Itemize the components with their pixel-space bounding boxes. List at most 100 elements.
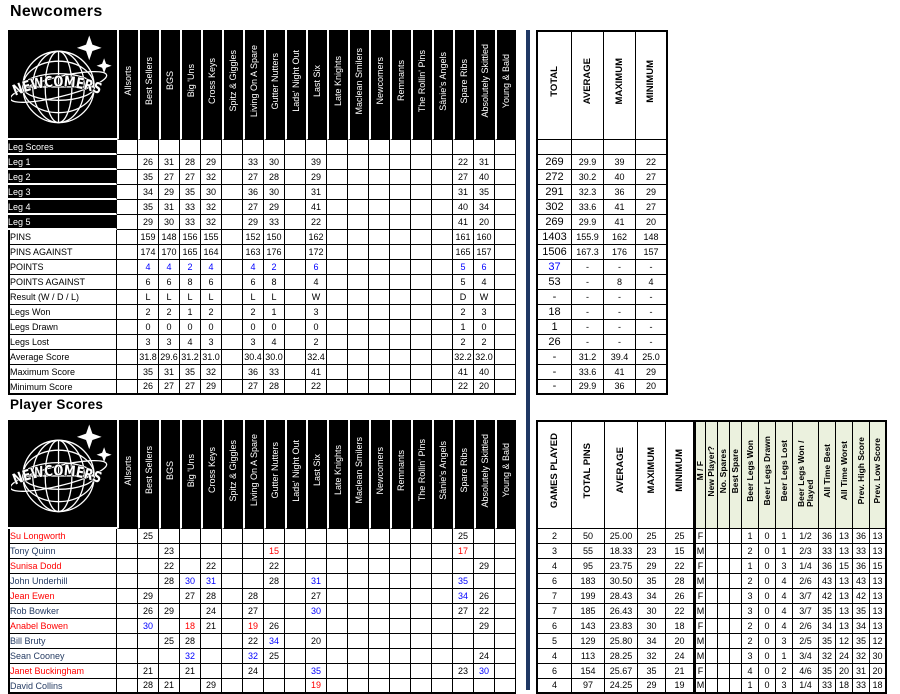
score-cell [222,589,243,604]
player-summary-cell: 25.67 [605,664,638,679]
player-scores-table: NEWCOMERS Allsorts Best Sellers BGS Big 'Uns… [8,420,887,694]
score-cell [264,589,285,604]
player-stat-cell: 33 [853,544,870,559]
score-cell: 29 [159,604,180,619]
leg-cell [495,200,516,215]
score-cell [474,679,495,694]
leg-cell: 148 [159,230,180,245]
player-stat-cell: 12 [836,634,853,649]
score-cell [369,679,390,694]
player-row: Tony Quinn 23 15 17 3 55 18.33 23 15 M 2 0 1 2/3 33 13 3… [8,544,887,559]
leg-cell [117,335,138,350]
leg-cell: 32 [201,365,222,380]
score-cell: 29 [474,619,495,634]
leg-cell [495,365,516,380]
player-summary-cell: 34 [638,634,666,649]
player-stat-cell: 31 [853,664,870,679]
stat-column-header: Beer Legs Won / Played [793,420,819,529]
leg-cell [159,140,180,155]
leg-cell: 170 [159,245,180,260]
leg-cell [327,290,348,305]
team-column-header: Big 'Uns [180,30,201,140]
score-cell: 26 [474,589,495,604]
score-cell: 19 [243,619,264,634]
player-summary-cell: 95 [572,559,605,574]
stat-header-label: Beer Legs Won / Played [795,440,815,507]
score-cell [474,544,495,559]
player-stat-cell [730,649,742,664]
leg-cell [117,290,138,305]
player-stat-cell: 1 [776,649,793,664]
summary-column-header: GAMES PLAYED [536,420,572,529]
leg-cell: 27 [243,170,264,185]
row-label: Result (W / D / L) [8,290,117,305]
player-stat-cell: 0 [759,589,776,604]
team-header-label: Gutter Nutters [269,442,280,499]
leg-cell: 27 [243,200,264,215]
summary-cell: 25.0 [636,350,668,365]
team-header-label: Best Sellers [143,56,154,106]
player-stat-cell [730,634,742,649]
leg-cell: 0 [306,320,327,335]
leg-cell: 5 [453,260,474,275]
leg-cell [390,350,411,365]
team-column-header: Allsorts [117,420,138,529]
leg-cell [222,155,243,170]
team-column-header: Absolutely Skittled [474,30,495,140]
player-stat-cell: 18 [836,679,853,694]
stat-header-label: All Time Worst [838,441,849,501]
player-stat-cell: 13 [870,529,887,544]
score-cell: 22 [159,559,180,574]
leg-cell [348,350,369,365]
summary-cell: 53 [536,275,572,290]
team-header-label: Cross Keys [206,57,217,104]
player-stat-cell: 3 [776,559,793,574]
player-stat-cell: 3 [776,634,793,649]
score-cell [222,619,243,634]
leg-cell: 163 [243,245,264,260]
leg-cell [390,260,411,275]
player-summary-cell: 25.80 [605,634,638,649]
summary-cell: 29.9 [572,155,604,170]
player-stat-cell [706,529,718,544]
leg-cell: 32.2 [453,350,474,365]
player-summary-cell: 26 [666,589,694,604]
player-stat-cell: 33 [853,679,870,694]
leg-cell [327,305,348,320]
player-summary-cell: 2 [536,529,572,544]
player-name: John Underhill [8,574,117,589]
score-cell [285,574,306,589]
leg-cell: 33 [264,215,285,230]
score-cell [222,664,243,679]
summary-header-label: GAMES PLAYED [548,432,560,509]
player-stat-cell [718,529,730,544]
score-cell [432,529,453,544]
score-cell: 35 [453,574,474,589]
leg-cell [285,155,306,170]
summary-cell: - [604,320,636,335]
leg-cell: 4 [264,335,285,350]
leg-cell [495,140,516,155]
player-summary-cell: 29 [638,679,666,694]
leg-cell [411,365,432,380]
player-summary-cell: 29 [638,559,666,574]
player-stat-cell: 36 [819,559,836,574]
player-row: Sunisa Dodd 22 22 22 29 4 95 23.75 29 22 F 1 0 3 1/4 36… [8,559,887,574]
leg-cell: 2 [306,335,327,350]
player-summary-cell: 22 [666,604,694,619]
leg-cell [117,350,138,365]
leg-cell: 150 [264,230,285,245]
summary-cell: 29 [636,365,668,380]
row-label: Legs Lost [8,335,117,350]
team-header-label: Lads' Night Out [290,50,301,112]
score-cell [432,559,453,574]
player-stat-cell [706,544,718,559]
team-column-header: Lads' Night Out [285,30,306,140]
summary-cell: 37 [536,260,572,275]
score-cell [264,604,285,619]
score-cell [327,649,348,664]
summary-column-header: MAXIMUM [604,30,636,140]
leg-cell: 2 [138,305,159,320]
team-column-header: Maclean Smilers [348,30,369,140]
leg-cell: 20 [474,380,495,395]
